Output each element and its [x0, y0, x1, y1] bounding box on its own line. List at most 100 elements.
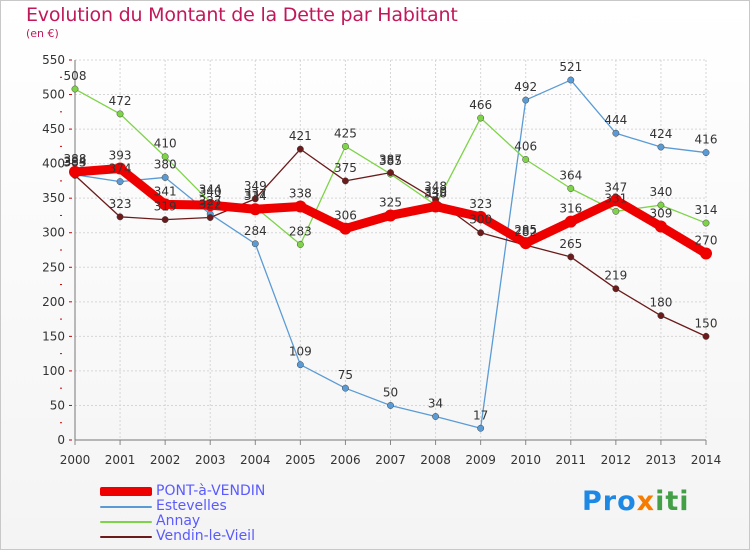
data-label-vendin-le-vieil: 383 [64, 155, 87, 169]
data-label-annay: 340 [424, 185, 447, 199]
x-tick-label: 2008 [420, 453, 451, 467]
data-point-estevelles [251, 240, 259, 248]
data-point-pont-vendin [609, 194, 622, 207]
x-tick-label: 2011 [556, 453, 587, 467]
data-point-pont-vendin [159, 198, 172, 211]
y-tick-label: 300 [42, 226, 65, 240]
data-point-vendin-le-vieil [206, 214, 214, 221]
data-label-estevelles: 380 [154, 157, 177, 171]
data-label-pont-vendin: 325 [379, 195, 402, 209]
data-point-pont-vendin [519, 237, 532, 250]
data-point-estevelles [432, 413, 440, 420]
data-label-estevelles: 17 [473, 408, 488, 422]
data-point-annay [522, 156, 530, 163]
data-label-pont-vendin: 388 [64, 152, 87, 166]
data-point-pont-vendin [474, 210, 487, 223]
data-label-pont-vendin: 334 [244, 189, 267, 203]
data-point-estevelles [296, 361, 304, 369]
data-label-pont-vendin: 306 [334, 209, 357, 223]
data-label-annay: 364 [559, 169, 582, 183]
y-tick-label: 550 [42, 53, 65, 67]
data-point-pont-vendin [564, 215, 577, 228]
data-label-vendin-le-vieil: 180 [649, 296, 672, 310]
data-point-annay [296, 241, 304, 248]
series-lines [69, 76, 712, 432]
legend-label-estevelles: Estevelles [156, 498, 227, 514]
data-label-annay: 466 [469, 98, 492, 112]
legend-swatch-pont-a-vendin [100, 487, 152, 496]
data-label-annay: 331 [604, 191, 627, 205]
y-tick-label: 500 [42, 88, 65, 102]
y-tick-label: 0 [57, 433, 65, 447]
x-tick-label: 2003 [195, 453, 226, 467]
data-point-vendin-le-vieil [477, 229, 485, 237]
data-label-vendin-le-vieil: 322 [199, 198, 222, 212]
y-tick-label: 400 [42, 157, 65, 171]
data-point-estevelles [702, 149, 710, 157]
data-point-pont-vendin [294, 200, 307, 213]
data-point-pont-vendin [69, 165, 81, 178]
y-tick-label: 250 [42, 260, 65, 274]
data-label-estevelles: 521 [559, 60, 582, 74]
data-label-annay: 314 [695, 203, 718, 217]
data-point-pont-vendin [114, 162, 127, 175]
data-point-vendin-le-vieil [702, 332, 710, 340]
data-label-annay: 283 [289, 224, 312, 238]
data-point-estevelles [387, 402, 394, 409]
data-point-annay [341, 142, 349, 150]
data-label-pont-vendin: 340 [199, 185, 222, 199]
data-label-estevelles: 34 [428, 397, 443, 411]
data-label-pont-vendin: 270 [695, 233, 718, 247]
data-label-pont-vendin: 285 [514, 223, 537, 237]
legend-label-vendin-le-vieil: Vendin-le-Vieil [156, 528, 255, 544]
x-tick-label: 2002 [150, 453, 181, 467]
data-label-pont-vendin: 338 [289, 186, 312, 200]
data-point-pont-vendin [339, 222, 352, 235]
data-label-vendin-le-vieil: 348 [424, 180, 447, 194]
data-point-vendin-le-vieil [567, 253, 575, 261]
data-label-estevelles: 284 [244, 224, 267, 238]
data-label-annay: 344 [199, 182, 222, 196]
data-labels: 384 374 380 327 284 109 75 50 34 17 492 521 444 424 41… [64, 60, 718, 422]
data-point-vendin-le-vieil [296, 145, 304, 153]
x-tick-label: 2010 [510, 453, 541, 467]
data-point-estevelles [567, 76, 575, 84]
data-label-pont-vendin: 347 [604, 180, 627, 194]
data-label-annay: 508 [64, 69, 87, 83]
data-label-estevelles: 384 [64, 155, 87, 169]
legend-swatch-vendin-le-vieil [100, 536, 152, 538]
data-label-pont-vendin: 341 [154, 184, 177, 198]
x-tick-label: 2014 [691, 453, 722, 467]
data-label-vendin-le-vieil: 319 [154, 200, 177, 214]
data-point-pont-vendin [204, 199, 217, 212]
x-tick-label: 2004 [240, 453, 271, 467]
data-label-annay: 410 [154, 137, 177, 151]
logo-part-1: Pro [582, 486, 637, 517]
legend-label-pont-a-vendin: PONT-à-VENDIN [156, 483, 266, 499]
x-tick-label: 2009 [465, 453, 496, 467]
legend-swatch-estevelles [100, 506, 152, 508]
x-tick-label: 2000 [60, 453, 91, 467]
data-label-estevelles: 416 [695, 133, 718, 147]
data-point-annay [567, 185, 575, 192]
logo-part-2: x [636, 486, 656, 517]
chart-title: Evolution du Montant de la Dette par Hab… [26, 4, 458, 26]
data-label-vendin-le-vieil: 375 [334, 161, 357, 175]
data-label-estevelles: 492 [514, 80, 537, 94]
data-point-vendin-le-vieil [251, 195, 259, 203]
y-tick-label: 50 [50, 398, 65, 412]
data-label-estevelles: 109 [289, 345, 312, 359]
legend-label-annay: Annay [156, 513, 201, 529]
x-tick-label: 2006 [330, 453, 361, 467]
x-tick-label: 2012 [601, 453, 632, 467]
data-point-annay [657, 201, 665, 209]
data-point-annay [702, 219, 710, 227]
data-point-pont-vendin [384, 209, 397, 222]
grid [74, 59, 707, 441]
chart-subtitle: (en €) [26, 27, 59, 40]
data-point-vendin-le-vieil [612, 285, 620, 293]
data-point-pont-vendin [249, 203, 262, 216]
